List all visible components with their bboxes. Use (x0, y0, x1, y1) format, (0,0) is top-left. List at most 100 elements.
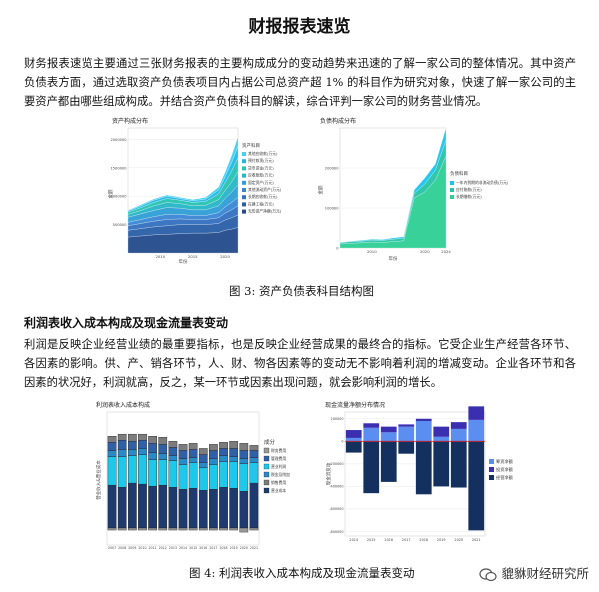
legend-label: 营业利润 (271, 464, 286, 469)
bar-segment (107, 484, 117, 529)
y-tick-label: 0 (341, 440, 343, 444)
legend-label: 货币资金(万元) (248, 165, 274, 170)
bar-segment (178, 489, 188, 529)
bar-segment (188, 462, 198, 489)
x-tick-label: 2020 (454, 538, 463, 542)
legend-swatch (242, 180, 246, 185)
bar-segment (363, 427, 380, 442)
bar-segment (380, 426, 397, 433)
legend-label: 筹资净额 (496, 458, 514, 465)
y-tick-label: -600000 (329, 507, 343, 511)
bar-segment (188, 488, 198, 529)
legend-label: 应付账款(万元) (456, 187, 482, 192)
legend-swatch (450, 181, 454, 185)
bar-segment (209, 444, 218, 451)
chart-title: 负债构成分布 (320, 117, 356, 125)
legend-swatch (242, 173, 246, 178)
x-tick-label: 2015 (367, 538, 376, 542)
bar-segment (158, 527, 168, 531)
y-axis-label: 金额 (108, 189, 114, 198)
bar-segment (148, 527, 157, 531)
legend-label: 应收账款(万元) (248, 173, 274, 178)
bar-segment (158, 437, 168, 445)
x-tick-label: 2010 (156, 254, 166, 259)
y-axis-label: 现金流变动 (325, 462, 332, 485)
y-axis-label: 营业收入&营业成本 (95, 460, 102, 500)
legend-title: 资产科目 (242, 142, 260, 149)
legend-label: 税金及附加 (271, 472, 290, 477)
area-series (339, 127, 447, 243)
bar-segment (168, 447, 178, 456)
y-tick-label: 200000 (331, 417, 344, 421)
x-tick-label: 2011 (149, 546, 157, 550)
bar-segment (107, 456, 117, 486)
x-tick-label: 2018 (419, 538, 428, 542)
bar-segment (229, 441, 239, 449)
area-series (127, 136, 239, 212)
chart-title: 利润表收入成本构成 (96, 401, 150, 409)
bar-segment (433, 436, 450, 442)
bar-segment (127, 482, 137, 529)
x-tick-label: 2008 (118, 546, 126, 550)
bar-segment (229, 456, 239, 462)
bar-segment (468, 441, 485, 531)
legend-swatch (263, 471, 270, 478)
bar-segment (468, 406, 485, 420)
legend-swatch (242, 166, 246, 171)
legend-label: 财务费用 (271, 448, 286, 453)
bar-segment (209, 527, 218, 531)
watermark: 貔貅财经研究所 (479, 563, 589, 582)
legend-label: 一年内到期的非流动负债(万元) (456, 180, 508, 185)
intro-paragraph: 财务报表速览主要通过三张财务报表的主要构成成分的变动趋势来迅速的了解一家公司的整… (24, 57, 576, 108)
legend-swatch (242, 202, 246, 207)
bar-segment (178, 464, 188, 490)
y-tick-label: 500000 (113, 223, 127, 227)
bar-segment (138, 454, 147, 485)
page-title: 财报报表速览 (248, 17, 351, 37)
legend-label: 其他流动资产(万元) (248, 187, 282, 192)
bar-segment (117, 433, 127, 441)
legend-swatch (263, 463, 270, 470)
bar-segment (188, 457, 198, 463)
x-tick-label: 2021 (250, 546, 258, 550)
bar-segment (127, 455, 137, 484)
bar-segment (415, 421, 432, 442)
legend-label: 在建工程(万元) (248, 201, 274, 206)
bar-segment (158, 459, 168, 486)
bar-segment (127, 433, 137, 442)
x-tick-label: 2010 (138, 546, 146, 550)
bar-segment (158, 484, 168, 529)
bar-segment (380, 432, 397, 442)
bar-segment (345, 437, 362, 442)
x-tick-label: 2020 (420, 249, 430, 254)
x-tick-label: 2013 (169, 546, 177, 550)
bar-segment (219, 461, 228, 488)
legend-swatch (489, 475, 494, 480)
bar-segment (219, 442, 228, 449)
bar-segment (148, 452, 157, 460)
legend-label: 长期应收款(万元) (248, 194, 278, 199)
bar-segment (158, 453, 168, 460)
bar-segment (219, 527, 228, 531)
bar-segment (209, 464, 218, 490)
y-tick-label: 2000000 (110, 138, 127, 142)
bar-segment (138, 483, 147, 529)
y-tick-label: 100000 (325, 207, 339, 211)
profit-paragraph: 利润是反映企业经营业绩的最重要指标，也是反映企业经营成果的最终合的指标。它受企业… (24, 338, 576, 389)
bar-segment (239, 443, 249, 451)
bar-segment (229, 448, 239, 457)
legend-swatch (263, 487, 270, 494)
bar-segment (178, 527, 188, 531)
x-tick-label: 2016 (199, 546, 207, 550)
bar-segment (229, 488, 239, 529)
y-tick-label: 200000 (325, 167, 339, 171)
x-tick-label: 2015 (188, 254, 198, 259)
bar-segment (450, 428, 467, 442)
y-tick-label: -400000 (329, 485, 343, 489)
legend-swatch (489, 467, 494, 472)
bar-segment (117, 456, 127, 488)
bar-segment (127, 527, 137, 531)
bar-segment (363, 423, 380, 428)
bar-segment (138, 440, 147, 449)
legend-swatch (263, 447, 270, 454)
